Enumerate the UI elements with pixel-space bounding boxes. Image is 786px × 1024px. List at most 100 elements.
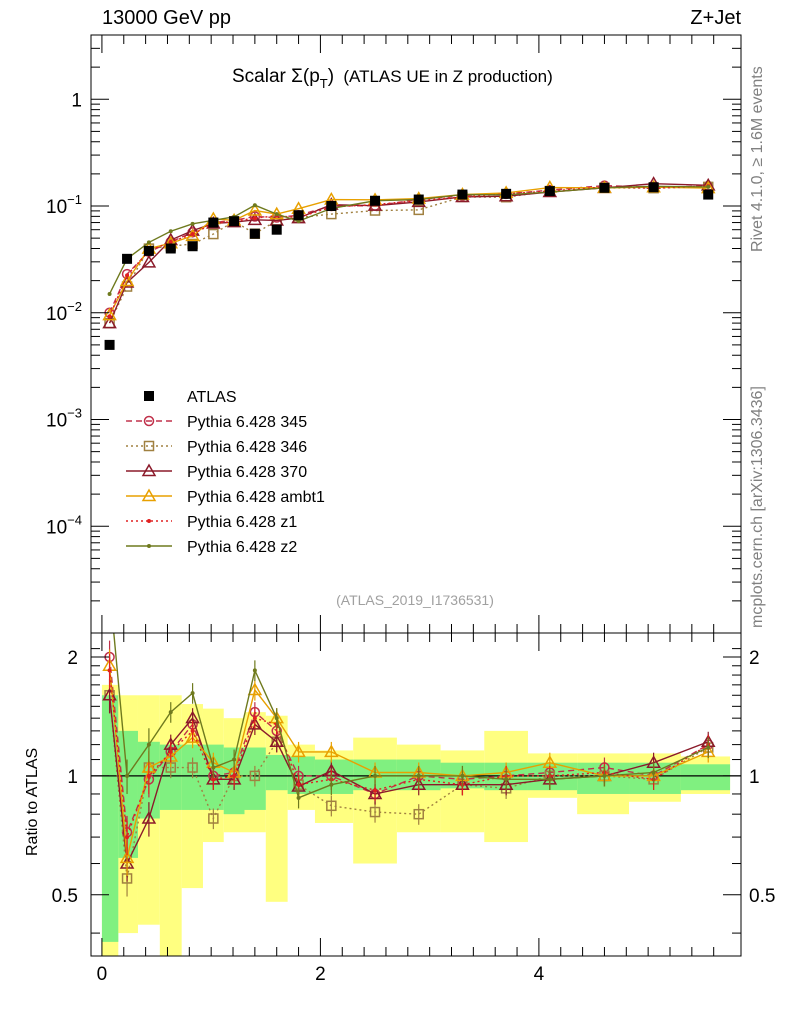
square-marker <box>208 813 219 824</box>
square-marker <box>326 201 337 212</box>
dot-marker <box>373 788 378 793</box>
dot-marker <box>211 765 216 770</box>
y-tick-exponent: −2 <box>67 299 82 314</box>
series-line <box>108 186 709 316</box>
dot-marker <box>296 795 301 800</box>
dot-marker <box>190 728 195 733</box>
square-marker <box>501 188 512 199</box>
y-tick-base: 10 <box>46 411 67 432</box>
uncertainty-band-inner <box>101 695 119 942</box>
dot-marker <box>168 710 173 715</box>
dot-marker <box>252 203 257 208</box>
ratio-frame <box>90 632 742 957</box>
dot-marker <box>252 668 257 673</box>
main-plot-content <box>102 176 716 350</box>
square-marker <box>165 243 176 254</box>
square-marker <box>703 189 714 200</box>
ratio-tick-label-right: 0.5 <box>749 886 775 907</box>
square-marker <box>143 245 154 256</box>
dot-marker <box>706 745 711 750</box>
square-marker <box>599 182 610 193</box>
triangle-marker <box>141 254 157 268</box>
dot-marker <box>108 585 112 589</box>
square-marker <box>249 228 260 239</box>
dot-marker <box>146 240 151 245</box>
y-tick-label: 10−4 <box>46 512 82 538</box>
y-tick-label: 10−3 <box>46 406 82 432</box>
dot-marker <box>504 777 509 782</box>
square-marker <box>544 186 555 197</box>
triangle-marker <box>247 682 263 696</box>
mcplots-label: mcplots.cern.ch [arXiv:1306.3436] <box>749 386 766 628</box>
series-ratio-6 <box>108 585 711 809</box>
chart-title-close: ) <box>328 66 334 87</box>
triangle-marker <box>119 273 135 287</box>
dot-marker <box>211 777 216 782</box>
circle-marker <box>143 415 155 427</box>
legend: ATLAS Pythia 6.428 345 Pythia 6.428 346 Pyt… <box>126 389 325 556</box>
uncertainty-band-inner <box>680 764 731 791</box>
y-tick-exponent: −3 <box>67 406 82 421</box>
dot-marker <box>146 773 151 778</box>
chart-title-sub: T <box>320 76 328 91</box>
square-marker <box>648 182 659 193</box>
series-line <box>108 185 709 317</box>
dot-marker <box>168 749 173 754</box>
dot-marker <box>190 221 195 226</box>
chart-title: Scalar Σ(pT) (ATLAS UE in Z production) <box>232 66 553 91</box>
dot-marker <box>547 777 552 782</box>
ratio-y-axis-label: Ratio to ATLAS <box>24 748 41 856</box>
triangle-marker <box>141 811 157 824</box>
dot-marker <box>147 544 151 548</box>
dot-marker <box>274 716 279 721</box>
square-marker <box>187 241 198 252</box>
dot-marker <box>190 232 195 237</box>
square-marker <box>413 204 424 216</box>
series-line <box>108 182 709 324</box>
triangle-marker <box>291 744 306 758</box>
triangle-marker <box>269 734 285 748</box>
dot-marker <box>252 716 257 721</box>
dot-marker <box>232 757 237 762</box>
main-panel: 110−110−210−310−4 Scalar Σ(pT) (ATLAS UE… <box>46 34 742 634</box>
process-label: Z+Jet <box>690 7 741 29</box>
triangle-marker <box>102 307 117 321</box>
square-marker <box>187 762 198 773</box>
x-tick-label: 4 <box>534 964 545 985</box>
triangle-marker <box>119 275 135 288</box>
dot-marker <box>107 291 112 296</box>
triangle-marker <box>141 463 157 477</box>
triangle-marker <box>102 315 117 329</box>
legend-label: Pythia 6.428 ambt1 <box>187 489 325 506</box>
dot-marker <box>168 229 173 234</box>
dot-marker <box>107 314 112 319</box>
dot-marker <box>296 782 301 787</box>
dot-marker <box>168 240 173 245</box>
legend-item: Pythia 6.428 346 <box>126 439 307 456</box>
x-tick-label: 2 <box>315 964 326 985</box>
square-marker <box>271 224 282 235</box>
dot-marker <box>460 773 465 778</box>
y-tick-base: 1 <box>71 90 82 111</box>
square-marker <box>413 194 424 205</box>
square-marker <box>369 806 381 818</box>
square-marker <box>370 195 381 206</box>
dot-marker <box>232 773 237 778</box>
chart-title-rest: (ATLAS UE in Z production) <box>343 67 552 86</box>
ratio-tick-label-right: 1 <box>749 767 760 788</box>
dot-marker <box>125 835 130 840</box>
legend-item: ATLAS <box>144 389 237 406</box>
square-marker <box>413 808 424 820</box>
legend-label: Pythia 6.428 z1 <box>187 514 297 531</box>
square-marker <box>122 253 133 264</box>
analysis-id-label: (ATLAS_2019_I1736531) <box>336 592 494 608</box>
dot-marker <box>107 668 112 673</box>
x-tick-label: 0 <box>97 964 108 985</box>
dot-marker <box>125 773 130 778</box>
triangle-marker <box>324 744 339 758</box>
dot-marker <box>651 770 656 775</box>
ratio-panel: 0 2 4 2 2 1 1 0.5 0.5 Ratio to ATLAS <box>24 585 775 985</box>
dot-marker <box>602 773 607 778</box>
legend-label: Pythia 6.428 z2 <box>187 539 297 556</box>
